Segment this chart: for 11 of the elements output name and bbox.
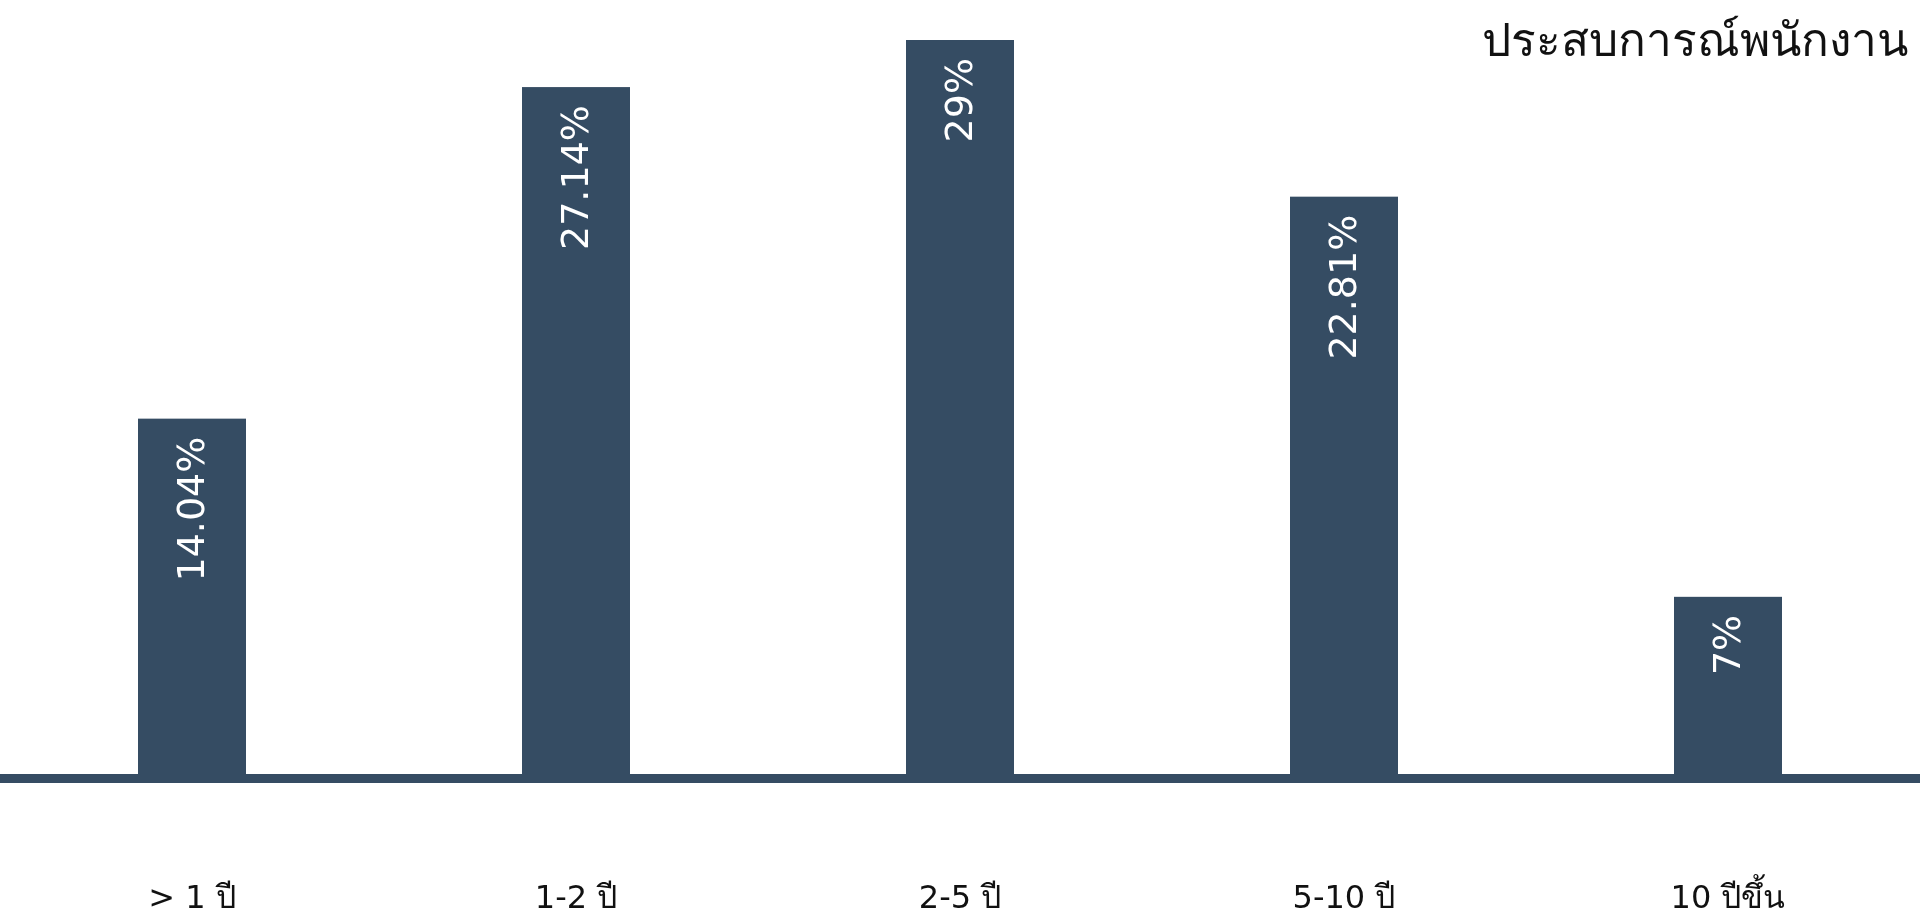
data-label: 7% (1705, 614, 1749, 676)
data-label: 22.81% (1321, 214, 1365, 360)
x-tick-label: 1-2 ปี (534, 878, 618, 916)
data-label: 29% (937, 58, 981, 143)
chart-title: ประสบการณ์พนักงาน (1482, 13, 1908, 67)
data-label: 27.14% (553, 105, 597, 250)
x-tick-label: > 1 ปี (148, 878, 236, 916)
data-label: 14.04% (169, 436, 213, 582)
x-tick-label: 5-10 ปี (1292, 878, 1396, 916)
x-tick-label: 10 ปีขึ้น (1670, 874, 1786, 916)
x-tick-label: 2-5 ปี (918, 878, 1002, 916)
